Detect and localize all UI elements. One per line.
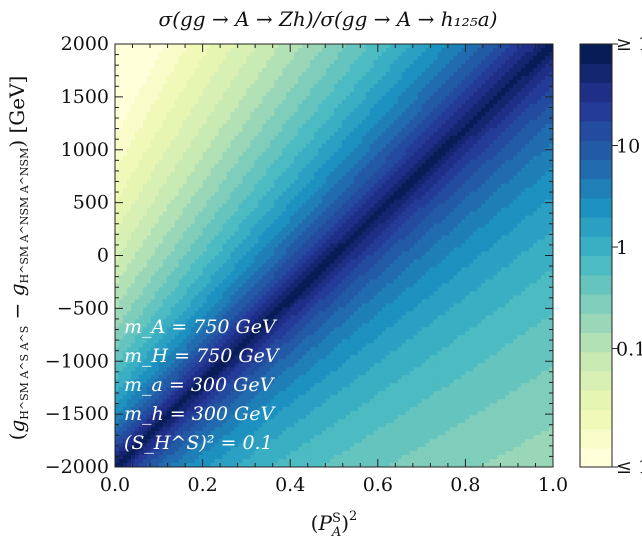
colorbar-tick-label: 1 [616,237,628,259]
x-axis-label: (PS A)2 [311,509,358,540]
y-tick-label: 0 [97,245,109,267]
y-axis-label: (gH^SM A^S A^S − gH^SM A^NSM A^NSM) [GeV… [5,76,31,441]
x-tick-label: 0.2 [187,474,217,496]
y-tick-label: −1000 [45,350,109,372]
x-tick-label: 1.0 [538,474,568,496]
y-tick-label: 1000 [61,139,109,161]
contour-map [115,44,553,467]
colorbar-band [580,197,612,218]
x-tick-label: 0.6 [363,474,393,496]
colorbar-band [580,428,612,449]
colorbar-ticks: ≥ 100 10 1 0.1 ≤ 10 [612,33,642,478]
colorbar-band [580,370,612,391]
colorbar-band [580,255,612,276]
colorbar-band [580,313,612,334]
colorbar-band [580,82,612,103]
y-tick-label: 500 [73,192,109,214]
colorbar-band [580,217,612,237]
colorbar-band [580,159,612,180]
y-tick-label: −2000 [45,456,109,478]
colorbar-band [580,409,612,430]
x-tick-label: 0.4 [275,474,305,496]
x-tick-label: 0.8 [450,474,480,496]
colorbar-tick-label: 0.1 [616,339,642,361]
parameter-annotation: m_a = 300 GeV [124,374,276,396]
colorbar-band [580,236,612,257]
parameter-annotation: m_H = 750 GeV [124,345,281,367]
colorbar-band [580,332,612,353]
parameter-annotation: (S_H^S)² = 0.1 [124,432,273,454]
colorbar-band [580,293,612,314]
x-tick-label: 0.0 [100,474,130,496]
y-tick-label: 2000 [61,33,109,55]
y-tick-label: 1500 [61,86,109,108]
y-axis-ticks: −2000 −1500 −1000 −500 0 500 1000 1500 2000 [45,33,553,478]
colorbar-band [580,447,612,467]
colorbar-band [580,44,612,64]
colorbar-band [580,120,612,141]
parameter-annotation: m_A = 750 GeV [124,316,278,338]
colorbar-tick-label: ≥ 100 [616,33,642,55]
colorbar [580,44,612,467]
colorbar-band [580,140,612,160]
parameter-annotations: m_A = 750 GeV m_H = 750 GeV m_a = 300 GeV m… [124,316,281,454]
colorbar-band [580,178,612,199]
y-tick-label: −1500 [45,403,109,425]
parameter-annotation: m_h = 300 GeV [124,403,276,425]
colorbar-band [580,101,612,122]
y-tick-label: −500 [57,297,109,319]
colorbar-band [580,390,612,410]
chart-title: σ(gg → A → Zh)/σ(gg → A → h₁₂₅a) [159,7,498,31]
x-axis-ticks: 0.0 0.2 0.4 0.6 0.8 1.0 [100,44,568,496]
colorbar-frame [579,43,613,468]
colorbar-tick-label: 10 [616,136,640,158]
colorbar-band [580,63,612,84]
colorbar-tick-label: ≤ 10 [616,456,642,478]
colorbar-band [580,274,612,295]
colorbar-band [580,351,612,372]
